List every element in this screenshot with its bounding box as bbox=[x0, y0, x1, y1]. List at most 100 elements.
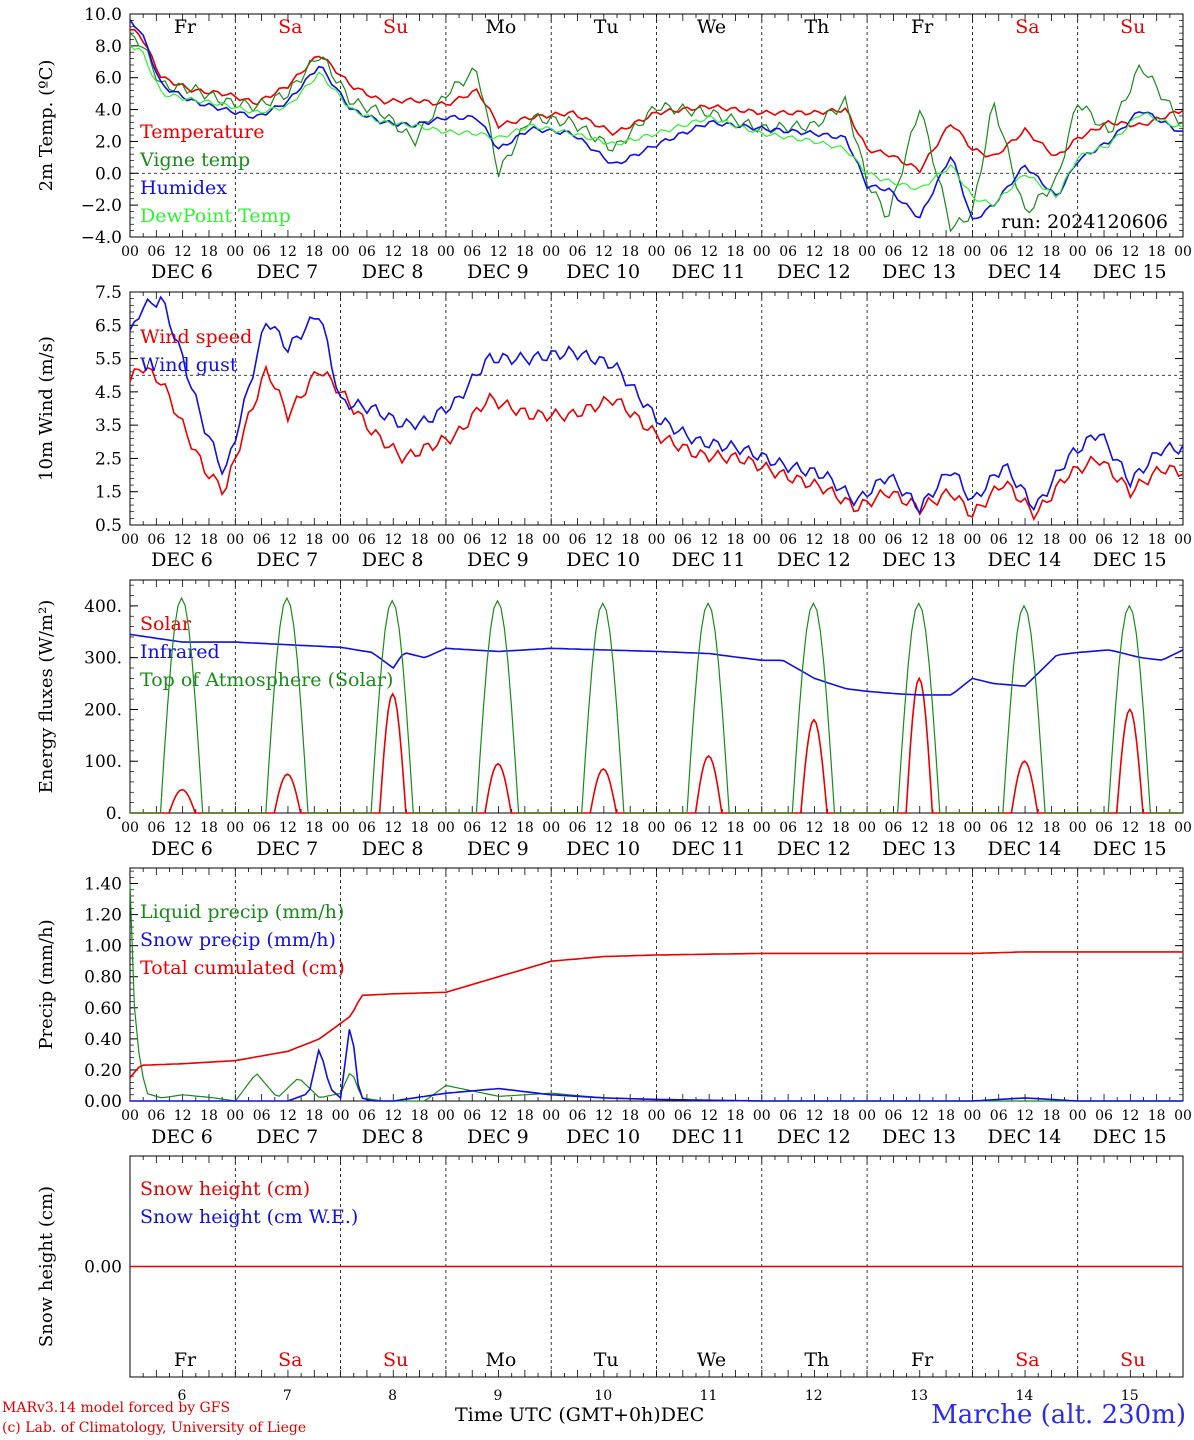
hour-tick-label: 00 bbox=[121, 244, 139, 260]
hour-tick-label: 06 bbox=[674, 244, 692, 260]
weekday-label-top: Sa bbox=[278, 16, 302, 38]
date-label: DEC 12 bbox=[777, 838, 851, 860]
hour-tick-label: 06 bbox=[147, 244, 165, 260]
hour-tick-label: 00 bbox=[1174, 244, 1192, 260]
y-tick-label: 6.0 bbox=[95, 69, 122, 89]
hour-tick-label: 06 bbox=[358, 244, 376, 260]
hour-tick-label: 06 bbox=[358, 532, 376, 548]
date-label: DEC 13 bbox=[882, 1126, 956, 1148]
hour-tick-label: 12 bbox=[911, 820, 929, 836]
model-credit: MARv3.14 model forced by GFS bbox=[2, 1400, 231, 1416]
hour-tick-label: 18 bbox=[305, 1108, 323, 1124]
hour-tick-label: 00 bbox=[1069, 244, 1087, 260]
date-label: DEC 14 bbox=[987, 261, 1061, 283]
hour-tick-label: 18 bbox=[727, 820, 745, 836]
day-number-label: 15 bbox=[1121, 1388, 1139, 1404]
weekday-label-top: Su bbox=[1120, 16, 1145, 38]
date-label: DEC 8 bbox=[362, 838, 424, 860]
panel-1: 10.0 8.0 6.0 4.0 2.0 0.0 −2.0 −4.0 2m Temp. (ºC)… bbox=[36, 5, 1192, 283]
y-tick-label: −2.0 bbox=[81, 196, 122, 216]
date-label: DEC 11 bbox=[672, 261, 746, 283]
y-tick-label: 0.00 bbox=[84, 1258, 122, 1278]
date-label: DEC 7 bbox=[256, 261, 318, 283]
hour-tick-label: 12 bbox=[174, 244, 192, 260]
hour-tick-label: 06 bbox=[990, 244, 1008, 260]
y-tick-label: 300. bbox=[84, 649, 122, 669]
y-tick-label: 4.5 bbox=[95, 383, 122, 403]
hour-tick-label: 12 bbox=[1016, 244, 1034, 260]
legend-entry: Wind gust bbox=[140, 354, 238, 376]
weekday-label-top: Tu bbox=[594, 16, 619, 38]
date-label: DEC 11 bbox=[672, 549, 746, 571]
hour-tick-label: 06 bbox=[1095, 244, 1113, 260]
hour-tick-label: 00 bbox=[963, 820, 981, 836]
date-label: DEC 7 bbox=[256, 1126, 318, 1148]
hour-tick-label: 12 bbox=[279, 532, 297, 548]
hour-tick-label: 00 bbox=[226, 820, 244, 836]
date-label: DEC 7 bbox=[256, 838, 318, 860]
hour-tick-label: 00 bbox=[1174, 1108, 1192, 1124]
hour-tick-label: 12 bbox=[1016, 1108, 1034, 1124]
y-tick-label: 0.00 bbox=[84, 1092, 122, 1112]
hour-tick-label: 00 bbox=[858, 532, 876, 548]
weekday-label-top: Su bbox=[383, 16, 408, 38]
weekday-label-bottom: Sa bbox=[1015, 1349, 1039, 1371]
day-number-label: 6 bbox=[178, 1388, 187, 1404]
hour-tick-label: 00 bbox=[1069, 1108, 1087, 1124]
weekday-label-bottom: Fr bbox=[174, 1349, 197, 1371]
hour-tick-label: 06 bbox=[1095, 532, 1113, 548]
day-number-label: 8 bbox=[388, 1388, 397, 1404]
hour-tick-label: 12 bbox=[279, 244, 297, 260]
legend-entry: Humidex bbox=[140, 177, 227, 199]
hour-tick-label: 18 bbox=[516, 532, 534, 548]
hour-tick-label: 18 bbox=[411, 820, 429, 836]
legend-entry: Temperature bbox=[140, 121, 264, 143]
run-label: run: 2024120606 bbox=[1001, 211, 1168, 233]
y-tick-label: 1.40 bbox=[84, 875, 122, 895]
hour-tick-label: 06 bbox=[463, 820, 481, 836]
date-label: DEC 10 bbox=[566, 549, 640, 571]
date-label: DEC 15 bbox=[1093, 1126, 1167, 1148]
hour-tick-label: 06 bbox=[147, 1108, 165, 1124]
hour-tick-label: 18 bbox=[200, 244, 218, 260]
date-label: DEC 10 bbox=[566, 261, 640, 283]
hour-tick-label: 06 bbox=[990, 820, 1008, 836]
hour-tick-label: 00 bbox=[437, 1108, 455, 1124]
hour-tick-label: 18 bbox=[411, 532, 429, 548]
date-label: DEC 14 bbox=[987, 838, 1061, 860]
copyright: (c) Lab. of Climatology, University of L… bbox=[2, 1420, 307, 1436]
weekday-label-bottom: Th bbox=[804, 1349, 829, 1371]
weekday-label-top: Th bbox=[804, 16, 829, 38]
hour-tick-label: 06 bbox=[885, 1108, 903, 1124]
hour-tick-label: 00 bbox=[963, 244, 981, 260]
y-axis-label: Energy fluxes (W/m²) bbox=[36, 600, 57, 794]
hour-tick-label: 00 bbox=[542, 244, 560, 260]
hour-tick-label: 00 bbox=[648, 1108, 666, 1124]
hour-tick-label: 06 bbox=[885, 244, 903, 260]
y-tick-label: 1.20 bbox=[84, 906, 122, 926]
y-tick-label: 0.60 bbox=[84, 999, 122, 1019]
hour-tick-label: 00 bbox=[332, 532, 350, 548]
hour-tick-label: 00 bbox=[437, 532, 455, 548]
hour-tick-label: 06 bbox=[463, 532, 481, 548]
hour-tick-label: 00 bbox=[858, 244, 876, 260]
hour-tick-label: 18 bbox=[621, 244, 639, 260]
hour-tick-label: 06 bbox=[990, 1108, 1008, 1124]
legend-entry: Snow height (cm W.E.) bbox=[140, 1206, 358, 1228]
legend-entry: Snow precip (mm/h) bbox=[140, 929, 336, 951]
hour-tick-label: 06 bbox=[253, 532, 271, 548]
date-label: DEC 12 bbox=[777, 261, 851, 283]
y-tick-label: 6.5 bbox=[95, 316, 122, 336]
date-label: DEC 6 bbox=[151, 838, 213, 860]
y-tick-label: 1.5 bbox=[95, 483, 122, 503]
date-label: DEC 10 bbox=[566, 838, 640, 860]
date-label: DEC 12 bbox=[777, 1126, 851, 1148]
hour-tick-label: 00 bbox=[648, 532, 666, 548]
y-tick-label: 3.5 bbox=[95, 416, 122, 436]
hour-tick-label: 18 bbox=[1148, 1108, 1166, 1124]
hour-tick-label: 12 bbox=[279, 820, 297, 836]
date-label: DEC 8 bbox=[362, 261, 424, 283]
hour-tick-label: 18 bbox=[1148, 244, 1166, 260]
series-line bbox=[129, 295, 1184, 515]
date-label: DEC 12 bbox=[777, 549, 851, 571]
